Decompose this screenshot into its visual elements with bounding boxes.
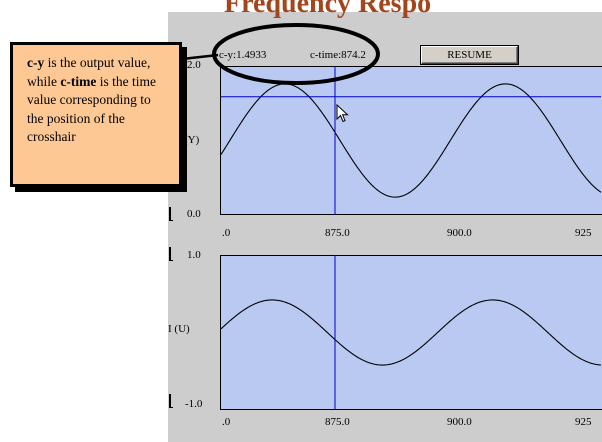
top-x-tick: .0	[222, 227, 231, 239]
callout-term-ctime: c-time	[60, 73, 97, 89]
bottom-x-tick: 900.0	[447, 416, 472, 428]
axis-bracket-mark	[169, 394, 173, 408]
bottom-x-tick: 925	[575, 416, 592, 428]
input-plot[interactable]	[220, 255, 602, 410]
callout-term-cy: c-y	[27, 55, 45, 70]
bottom-y-tick-min: -1.0	[185, 398, 203, 410]
cursor-arrow-icon	[336, 104, 349, 123]
resume-button[interactable]: RESUME	[421, 46, 518, 64]
top-y-axis-title: (Y)	[184, 134, 200, 146]
callout-text: is the output value, while	[27, 55, 151, 89]
bottom-y-axis-title: I (U)	[168, 323, 190, 335]
c-y-readout: c-y:1.4933	[219, 49, 267, 61]
bottom-x-tick: 875.0	[325, 416, 350, 428]
axis-bracket-mark	[169, 207, 173, 221]
bottom-x-tick: .0	[222, 416, 231, 428]
top-y-tick-min: 0.0	[187, 208, 201, 220]
callout-text: is the time value corresponding to the p…	[27, 73, 156, 145]
callout-note: c-y is the output value, while c-time is…	[10, 42, 182, 187]
c-time-readout: c-time:874.2	[310, 49, 366, 61]
top-y-tick-max: 2.0	[187, 59, 201, 71]
bottom-y-tick-max: 1.0	[187, 249, 201, 261]
top-x-tick: 925	[575, 227, 592, 239]
app-title: Frequency Respo	[224, 0, 432, 19]
top-x-tick: 875.0	[325, 227, 350, 239]
top-x-tick: 900.0	[447, 227, 472, 239]
axis-bracket-mark	[169, 247, 173, 261]
output-plot[interactable]	[220, 66, 602, 215]
